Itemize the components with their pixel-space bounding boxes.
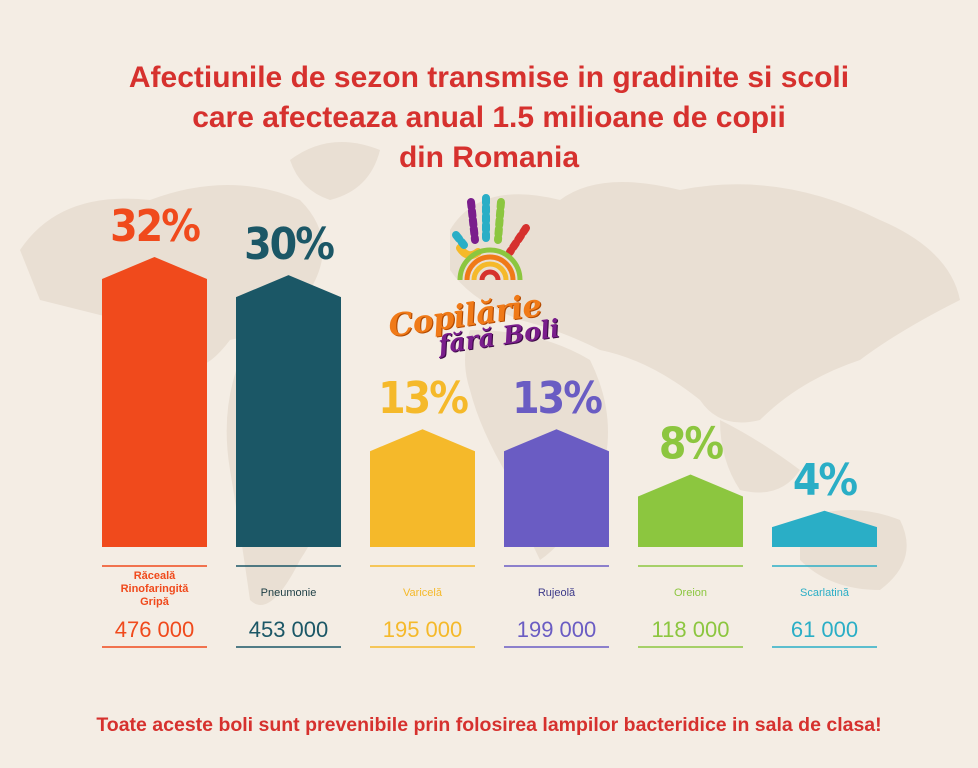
value-label-4: 13% [512, 373, 602, 424]
bar-4 [504, 429, 609, 547]
category-label-1-3: Gripă [140, 596, 170, 608]
bar-1 [102, 257, 207, 547]
bar-5 [638, 474, 743, 547]
count-label-3: 195 000 [383, 617, 463, 642]
chart-title: Afectiunile de sezon transmise in gradin… [0, 58, 978, 178]
title-line-3: din Romania [398, 141, 579, 174]
hand-logo-icon [452, 194, 530, 281]
category-label-5-1: Oreion [674, 587, 707, 599]
bar-3 [370, 429, 475, 547]
category-label-6-1: Scarlatină [800, 587, 850, 599]
value-label-1: 32% [110, 201, 200, 252]
category-label-1-1: Răceală [134, 570, 176, 582]
bar-6 [772, 510, 877, 547]
value-label-2: 30% [244, 219, 334, 270]
value-label-3: 13% [378, 373, 468, 424]
category-label-2-1: Pneumonie [261, 587, 317, 599]
value-label-6: 4% [793, 455, 858, 506]
copilarie-fara-boli-logo: Copilărie fără Boli [378, 190, 608, 370]
bar-2 [236, 275, 341, 547]
footer-note: Toate aceste boli sunt prevenibile prin … [96, 714, 882, 736]
count-label-2: 453 000 [249, 617, 329, 642]
title-line-1: Afectiunile de sezon transmise in gradin… [128, 61, 850, 94]
category-label-1-2: Rinofaringită [121, 583, 190, 595]
count-label-4: 199 000 [517, 617, 597, 642]
count-label-5: 118 000 [652, 617, 730, 642]
category-label-3-1: Varicelă [403, 587, 443, 599]
count-label-6: 61 000 [791, 617, 858, 642]
category-label-4-1: Rujeolă [538, 587, 576, 599]
value-label-5: 8% [659, 419, 724, 470]
count-label-1: 476 000 [115, 617, 195, 642]
title-line-2: care afecteaza anual 1.5 milioane de cop… [192, 101, 786, 134]
